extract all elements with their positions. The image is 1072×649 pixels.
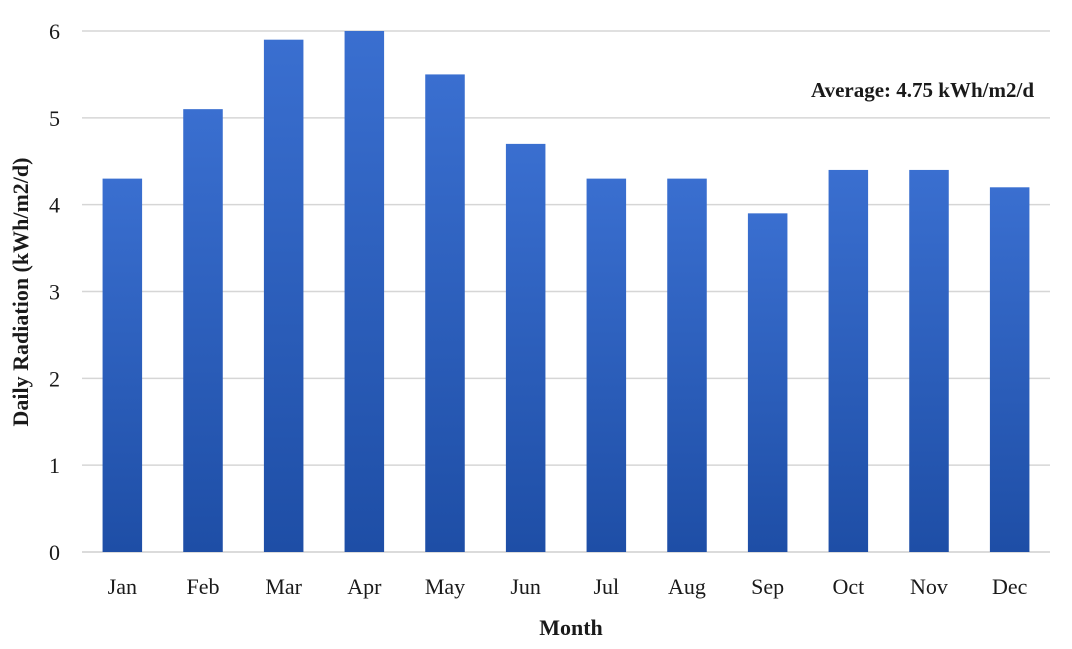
x-tick-label: Jul: [593, 574, 619, 599]
x-tick-label: Jun: [510, 574, 541, 599]
gridlines: [82, 30, 1050, 553]
bar-aug: [667, 178, 707, 552]
x-tick-label: Oct: [832, 574, 864, 599]
x-axis-title: Month: [539, 615, 603, 640]
bar-sep: [747, 213, 788, 552]
average-annotation: Average: 4.75 kWh/m2/d: [811, 78, 1034, 102]
x-tick-label: Jan: [108, 574, 137, 599]
x-tick-label: Mar: [265, 574, 302, 599]
bar-oct: [828, 169, 869, 552]
x-tick-label: Dec: [992, 574, 1028, 599]
y-axis-ticks: 0 1 2 3 4 5 6: [49, 19, 60, 565]
x-tick-label: Nov: [910, 574, 948, 599]
bar-dec: [989, 187, 1030, 553]
x-tick-label: Apr: [347, 574, 382, 599]
y-tick-label: 6: [49, 19, 60, 44]
y-tick-label: 3: [49, 280, 60, 305]
y-tick-label: 0: [49, 540, 60, 565]
bar-apr: [344, 31, 385, 552]
bar-jan: [102, 178, 143, 552]
y-axis-title: Daily Radiation (kWh/m2/d): [8, 158, 33, 427]
y-tick-label: 5: [49, 106, 60, 131]
x-tick-label: Aug: [668, 574, 706, 599]
x-axis-ticks: Jan Feb Mar Apr May Jun Jul Aug Sep Oct Nov Dec: [108, 574, 1028, 599]
x-tick-label: Sep: [751, 574, 784, 599]
bars: [102, 31, 1030, 553]
bar-feb: [183, 109, 223, 553]
bar-jul: [586, 178, 627, 552]
x-tick-label: May: [425, 574, 465, 599]
y-tick-label: 1: [49, 453, 60, 478]
bar-mar: [263, 39, 304, 552]
x-tick-label: Feb: [187, 574, 220, 599]
bar-may: [425, 74, 465, 553]
bar-jun: [505, 143, 546, 552]
bar-nov: [909, 169, 949, 552]
y-tick-label: 2: [49, 366, 60, 391]
y-tick-label: 4: [49, 193, 60, 218]
